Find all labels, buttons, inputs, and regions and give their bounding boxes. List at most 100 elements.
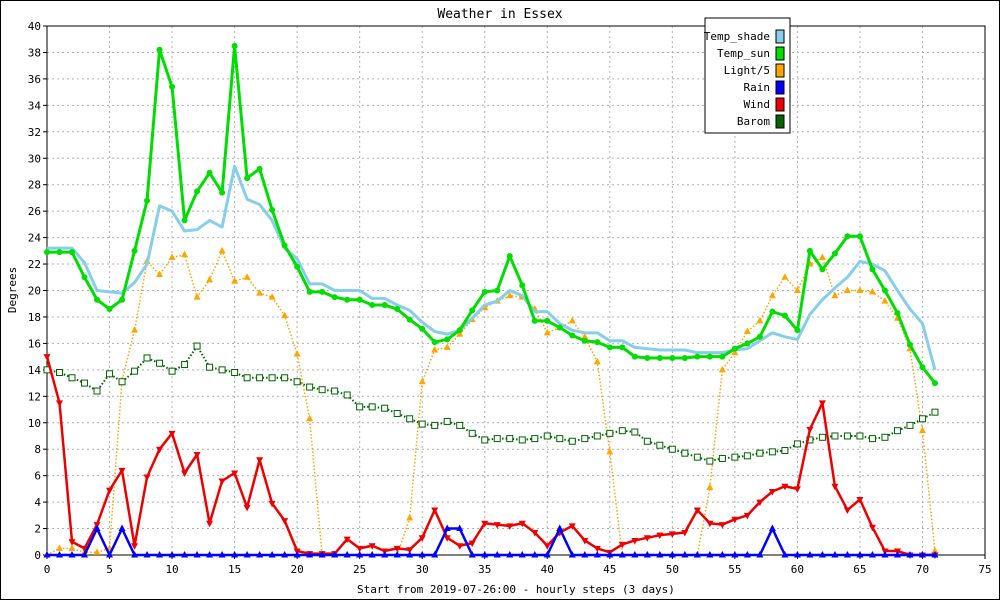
- data-point: [106, 487, 114, 495]
- data-point: [156, 270, 164, 278]
- data-point: [256, 289, 264, 296]
- data-point: [781, 483, 789, 491]
- data-point: [543, 543, 551, 550]
- data-point: [719, 353, 726, 360]
- y-tick-label: 26: [28, 205, 41, 218]
- data-point: [406, 513, 414, 521]
- data-point: [106, 551, 114, 558]
- x-tick-label: 20: [291, 563, 304, 576]
- data-point: [418, 535, 426, 542]
- data-point: [818, 551, 826, 558]
- data-point: [531, 317, 538, 324]
- data-point: [243, 504, 251, 512]
- data-point: [443, 535, 451, 542]
- data-point: [106, 370, 114, 378]
- data-point: [281, 374, 289, 382]
- data-point: [518, 436, 526, 444]
- data-point: [844, 233, 851, 240]
- data-point: [193, 293, 201, 300]
- data-point: [68, 539, 76, 546]
- data-point: [543, 432, 551, 440]
- data-point: [793, 286, 801, 293]
- data-point: [668, 445, 676, 453]
- y-tick-label: 32: [28, 126, 41, 139]
- y-tick-label: 10: [28, 417, 41, 430]
- data-point: [881, 551, 889, 558]
- data-point: [618, 551, 626, 558]
- data-point: [494, 287, 501, 294]
- data-point: [781, 447, 789, 455]
- data-point: [781, 312, 788, 319]
- data-point: [718, 522, 726, 529]
- data-point: [468, 540, 476, 548]
- data-point: [131, 367, 139, 375]
- data-point: [218, 478, 226, 485]
- data-point: [368, 551, 376, 558]
- y-tick-label: 0: [34, 549, 41, 562]
- data-point: [906, 421, 914, 429]
- data-point: [506, 523, 514, 530]
- data-point: [381, 551, 389, 558]
- data-point: [868, 551, 876, 558]
- y-tick-label: 36: [28, 73, 41, 86]
- legend-swatch: [775, 63, 785, 78]
- data-point: [693, 507, 701, 515]
- data-point: [643, 437, 651, 445]
- data-point: [681, 354, 688, 361]
- data-point: [156, 359, 164, 367]
- data-point: [269, 206, 276, 213]
- data-point: [231, 277, 239, 284]
- data-point: [381, 404, 389, 412]
- data-point: [206, 169, 213, 176]
- series-line: [46, 250, 936, 556]
- data-point: [481, 520, 489, 528]
- data-point: [319, 288, 326, 295]
- data-point: [231, 368, 239, 376]
- y-axis-label: Degrees: [6, 267, 19, 313]
- data-point: [431, 346, 439, 353]
- data-point: [506, 291, 514, 299]
- data-point: [281, 311, 289, 319]
- data-point: [918, 426, 926, 434]
- data-point: [294, 263, 301, 270]
- data-point: [318, 386, 326, 394]
- data-point: [606, 551, 614, 558]
- data-point: [94, 296, 101, 303]
- legend: Temp_shade Temp_sun Light/5 Rain Wind Barom: [704, 17, 791, 134]
- data-point: [768, 524, 776, 532]
- data-point: [93, 548, 101, 555]
- data-point: [56, 551, 64, 558]
- data-point: [856, 233, 863, 240]
- data-point: [231, 42, 238, 49]
- data-point: [818, 400, 826, 407]
- data-point: [268, 293, 276, 300]
- data-point: [393, 545, 401, 553]
- data-point: [743, 551, 751, 558]
- data-point: [718, 551, 726, 558]
- data-point: [343, 391, 351, 399]
- data-point: [169, 83, 176, 90]
- data-point: [356, 551, 364, 558]
- x-tick-label: 30: [416, 563, 429, 576]
- data-point: [406, 547, 414, 554]
- legend-label: Wind: [744, 98, 771, 111]
- series-rain: [43, 524, 939, 558]
- data-point: [218, 366, 226, 374]
- data-point: [481, 436, 489, 444]
- data-point: [168, 430, 176, 438]
- data-point: [256, 457, 264, 464]
- data-point: [769, 308, 776, 315]
- data-point: [568, 437, 576, 445]
- x-tick-label: 15: [228, 563, 241, 576]
- data-point: [793, 551, 801, 558]
- data-point: [69, 249, 76, 256]
- data-point: [481, 288, 488, 295]
- data-point: [593, 551, 601, 558]
- x-tick-label: 65: [853, 563, 866, 576]
- data-point: [519, 282, 526, 289]
- data-point: [493, 435, 501, 443]
- data-point: [156, 551, 164, 558]
- data-point: [831, 250, 838, 257]
- data-point: [81, 551, 89, 558]
